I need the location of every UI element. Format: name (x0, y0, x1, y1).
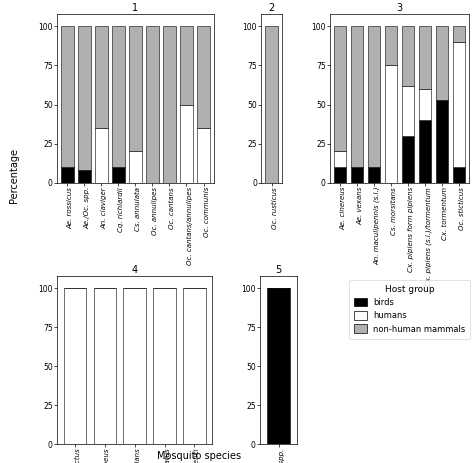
Bar (183, 288, 206, 444)
Bar (419, 120, 431, 183)
Bar (61, 167, 73, 183)
Bar (146, 26, 159, 183)
Bar (334, 26, 346, 151)
Bar (385, 65, 397, 183)
Bar (267, 288, 290, 444)
Bar (129, 26, 142, 151)
Bar (112, 167, 125, 183)
Bar (64, 288, 86, 444)
Bar (401, 26, 414, 86)
Bar (334, 167, 346, 183)
Bar (93, 288, 116, 444)
Bar (351, 167, 364, 183)
Bar (129, 151, 142, 183)
Title: 5: 5 (275, 265, 282, 275)
Bar (419, 89, 431, 120)
Text: Mosquito species: Mosquito species (157, 450, 241, 461)
Bar (265, 26, 278, 183)
Legend: birds, humans, non-human mammals: birds, humans, non-human mammals (349, 280, 471, 338)
Title: 3: 3 (396, 3, 402, 13)
Bar (95, 128, 108, 183)
Text: Percentage: Percentage (9, 149, 19, 203)
Bar (61, 26, 73, 167)
Title: 4: 4 (132, 265, 137, 275)
Bar (163, 26, 176, 183)
Bar (368, 167, 381, 183)
Bar (436, 100, 448, 183)
Bar (197, 128, 210, 183)
Bar (401, 136, 414, 183)
Bar (453, 26, 465, 42)
Bar (453, 42, 465, 167)
Bar (453, 167, 465, 183)
Bar (334, 151, 346, 167)
Bar (351, 26, 364, 167)
Bar (153, 288, 176, 444)
Bar (419, 26, 431, 89)
Bar (385, 26, 397, 65)
Title: 1: 1 (132, 3, 138, 13)
Bar (197, 26, 210, 128)
Bar (180, 26, 193, 105)
Bar (436, 26, 448, 100)
Bar (95, 26, 108, 128)
Bar (123, 288, 146, 444)
Title: 2: 2 (269, 3, 275, 13)
Bar (78, 170, 91, 183)
Bar (401, 86, 414, 136)
Bar (78, 26, 91, 170)
Bar (112, 26, 125, 167)
Bar (180, 105, 193, 183)
Bar (368, 26, 381, 167)
